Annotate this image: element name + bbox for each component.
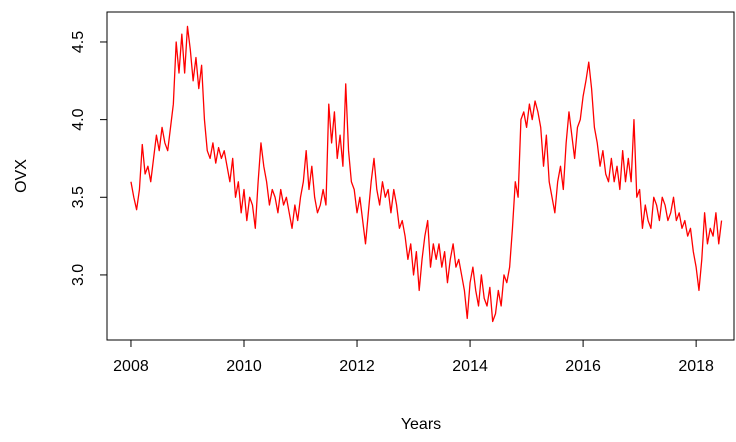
x-tick-label: 2012 — [339, 358, 375, 375]
x-tick-label: 2016 — [565, 358, 601, 375]
plot-box — [106, 11, 735, 341]
y-tick-label: 4.5 — [70, 31, 87, 53]
x-tick-label: 2008 — [113, 358, 149, 375]
y-tick-label: 4.0 — [70, 108, 87, 130]
x-tick-label: 2010 — [226, 358, 262, 375]
x-tick-label: 2014 — [452, 358, 488, 375]
x-axis-label: Years — [401, 416, 441, 433]
x-tick-label: 2018 — [678, 358, 714, 375]
data-line — [130, 25, 723, 323]
y-axis-label: OVX — [13, 159, 30, 193]
y-tick-label: 3.5 — [70, 186, 87, 208]
y-tick-label: 3.0 — [70, 264, 87, 286]
